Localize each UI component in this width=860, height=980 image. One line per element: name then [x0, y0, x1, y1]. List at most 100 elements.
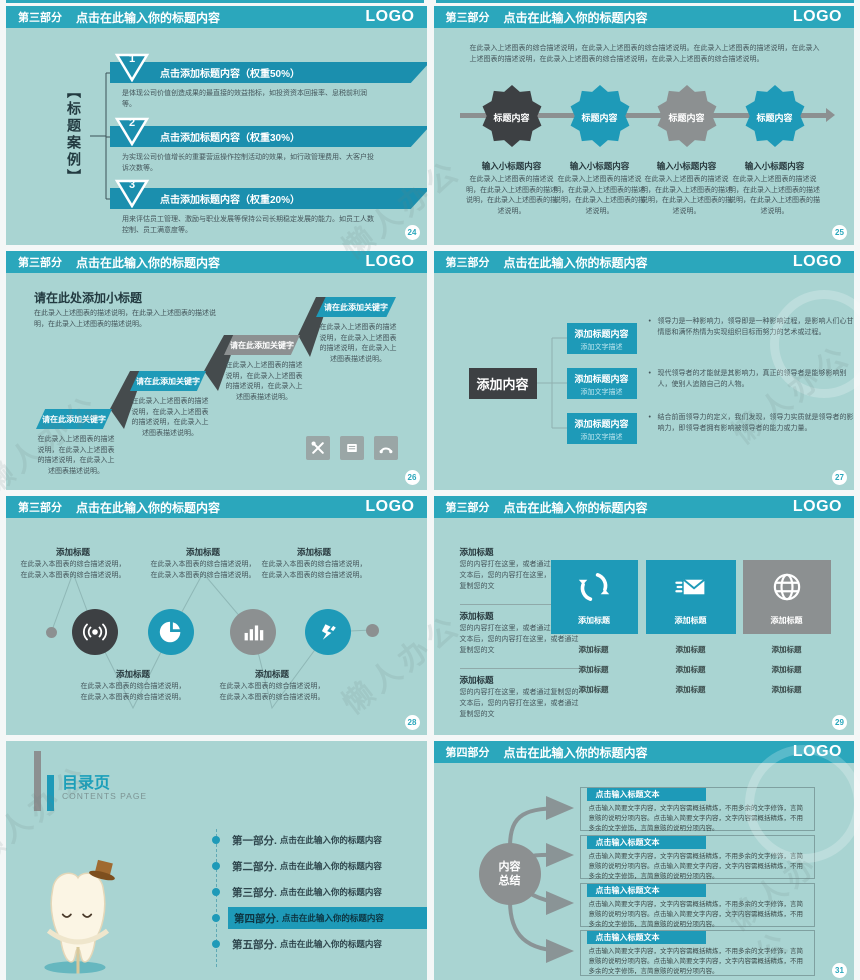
- banner-label: 点击添加标题内容（权重30%）: [160, 133, 301, 144]
- toc-item-4-active: 第四部分. 点击在此输入你的标题内容: [228, 907, 427, 929]
- banner-label: 点击添加标题内容（权重20%）: [160, 195, 301, 206]
- slide-grid: 第三部分 点击在此输入你的标题内容 LOGO 【标题案例】 1 点击添加标题内容…: [6, 6, 854, 980]
- branch-title: 添加标题内容: [574, 419, 629, 429]
- section-body: 您的内容打在这里，或者通过复制您的文本后，您的内容打在这里，或者通过复制您的文: [459, 689, 579, 718]
- item-description: 用来评估员工管理、激励与职业发展等保持公司长期稳定发展的能力。如员工人数控制、员…: [122, 216, 374, 234]
- section-body: 您的内容打在这里，或者通过复制您的文本后，您的内容打在这里，或者通过复制您的文: [459, 561, 579, 590]
- slide-thumbnail-27[interactable]: 第三部分 点击在此输入你的标题内容 LOGO 添加内容 添加标题内容 添加文字描…: [433, 251, 854, 490]
- branch-title: 添加标题内容: [574, 329, 629, 339]
- number-triangle: 1: [114, 52, 150, 83]
- node-body: 在此录入本图表的综合描述说明，在此录入本图表的综合描述说明。: [80, 683, 186, 701]
- left-text-section: 添加标题 您的内容打在这里，或者通过复制您的文本后，您的内容打在这里，或者通过复…: [460, 546, 582, 593]
- slide-thumbnail-25[interactable]: 第三部分 点击在此输入你的标题内容 LOGO 在此录入上述图表的综合描述说明，在…: [433, 6, 854, 245]
- branch-connector-lines: [536, 337, 567, 429]
- node-body: 在此录入本图表的综合描述说明，在此录入本图表的综合描述说明。: [20, 561, 126, 579]
- star-shape: [657, 85, 716, 147]
- box-title: 点击输入标题文本: [595, 790, 660, 799]
- root-label: 添加内容: [476, 377, 529, 392]
- slide-header: 第三部分 点击在此输入你的标题内容 LOGO: [6, 251, 427, 273]
- section-label: 第三部分: [445, 502, 490, 514]
- slide-thumbnail-28[interactable]: 第三部分 点击在此输入你的标题内容 LOGO 添加标题 在此录入本图表的综合描述…: [6, 496, 427, 735]
- summary-box: 点击输入标题文本 点击输入简要文字内容，文字内容需概括精炼，不用多余的文字修饰，…: [579, 787, 815, 832]
- badge-text-column: 输入小标题内容 在此录入上述图表的描述说明，在此录入上述图表的描述说明，在此录入…: [554, 160, 646, 217]
- globe-icon: [770, 570, 804, 609]
- section-label: 第三部分: [445, 12, 490, 24]
- slide-title: 点击在此输入你的标题内容: [503, 500, 648, 515]
- stair-step-label: 请在此添加关键字: [224, 335, 300, 355]
- node-title: 添加标题: [185, 547, 220, 557]
- badge-body: 在此录入上述图表的描述说明，在此录入上述图表的描述说明，在此录入上述图表的描述说…: [641, 176, 732, 215]
- slide-body: 添加标题 您的内容打在这里，或者通过复制您的文本后，您的内容打在这里，或者通过复…: [434, 518, 855, 735]
- slide-body: 添加标题 在此录入本图表的综合描述说明，在此录入本图表的综合描述说明。 添加标题…: [6, 518, 427, 735]
- star-shape: [745, 85, 804, 147]
- stair-step-label: 请在此添加关键字: [130, 371, 206, 391]
- badge-label: 标题内容: [493, 113, 530, 123]
- slide-title: 点击在此输入你的标题内容: [76, 255, 221, 270]
- step-keyword: 请在此添加关键字: [42, 414, 106, 424]
- toc-part-label: 第五部分.: [232, 938, 277, 951]
- item-number: 1: [128, 53, 136, 65]
- badge-label: 标题内容: [756, 113, 793, 123]
- box-body: 点击输入简要文字内容，文字内容需概括精炼，不用多余的文字修饰，言简意赅的说明分项…: [588, 901, 804, 929]
- star-shape: [570, 85, 629, 147]
- section-title: 添加标题: [459, 675, 494, 685]
- intro-paragraph: 在此录入上述图表的综合描述说明，在此录入上述图表的综合描述说明。在此录入上述图表…: [469, 45, 820, 63]
- badge-subtitle: 输入小标题内容: [569, 161, 630, 171]
- slide-title: 点击在此输入你的标题内容: [76, 10, 221, 25]
- star-badge: 标题内容: [569, 85, 631, 147]
- toc-item-1: 第一部分. 点击在此输入你的标题内容: [232, 829, 427, 851]
- slide-thumbnail-29[interactable]: 第三部分 点击在此输入你的标题内容 LOGO 添加标题 您的内容打在这里，或者通…: [433, 496, 855, 735]
- slide-header: 第三部分 点击在此输入你的标题内容 LOGO: [6, 6, 427, 28]
- box-title-tab: 点击输入标题文本: [586, 931, 706, 944]
- badge-subtitle: 输入小标题内容: [481, 161, 542, 171]
- timeline-node-text: 添加标题 在此录入本图表的综合描述说明，在此录入本图表的综合描述说明。: [78, 668, 188, 703]
- slide-thumbnail-26[interactable]: 第三部分 点击在此输入你的标题内容 LOGO 请在此处添加小标题 在此录入上述图…: [6, 251, 427, 490]
- branch-subtitle: 添加文字描述: [580, 344, 623, 351]
- triangle-shape: [114, 53, 150, 83]
- step-keyword: 请在此添加关键字: [324, 302, 388, 312]
- card-label: 添加标题: [578, 616, 610, 625]
- sub-heading-body: 在此录入上述图表的描述说明，在此录入上述图表的描述说明，在此录入上述图表的描述说…: [34, 310, 216, 328]
- timeline-bar: [459, 113, 826, 118]
- summary-box: 点击输入标题文本 点击输入简要文字内容，文字内容需概括精炼，不用多余的文字修饰，…: [579, 835, 815, 881]
- side-vertical-label: 【标题案例】: [66, 84, 82, 186]
- node-body: 在此录入本图表的综合描述说明，在此录入本图表的综合描述说明。: [219, 683, 325, 701]
- toc-part-label: 第二部分.: [232, 860, 277, 873]
- triangle-shape: [114, 179, 150, 209]
- slide-title: 点击在此输入你的标题内容: [76, 500, 221, 515]
- branch-subtitle: 添加文字描述: [580, 434, 623, 441]
- node-title: 添加标题: [115, 669, 150, 679]
- badge-subtitle: 输入小标题内容: [744, 161, 805, 171]
- title-banner: 点击添加标题内容（权重50%）: [110, 62, 427, 83]
- mail-icon: [674, 572, 708, 607]
- page-number-badge: 31: [832, 963, 847, 978]
- step-description: 在此录入上述图表的描述说明，在此录入上述图表的描述说明，在此录入上述图表描述说明…: [225, 362, 303, 401]
- node-title: 添加标题: [55, 547, 90, 557]
- box-body: 点击输入简要文字内容，文字内容需概括精炼，不用多余的文字修饰，言简意赅的说明分项…: [588, 853, 804, 881]
- toc-item-text: 点击在此输入你的标题内容: [279, 835, 382, 845]
- toc-part-label: 第四部分.: [234, 912, 279, 925]
- weight-item-row: 2 点击添加标题内容（权重30%） 为实现公司价值增长的重要营运操作控制活动的效…: [110, 117, 427, 175]
- timeline-end-dot: [366, 624, 379, 637]
- slide-header: 第三部分 点击在此输入你的标题内容 LOGO: [433, 251, 854, 273]
- slide-header: 第三部分 点击在此输入你的标题内容 LOGO: [433, 496, 854, 518]
- toc-item-text: 点击在此输入你的标题内容: [279, 887, 382, 897]
- stair-step-label: 请在此添加关键字: [36, 409, 112, 429]
- slide-thumbnail-24[interactable]: 第三部分 点击在此输入你的标题内容 LOGO 【标题案例】 1 点击添加标题内容…: [6, 6, 427, 245]
- card-list-item: 添加标题: [578, 685, 609, 694]
- node-title: 添加标题: [254, 669, 289, 679]
- step-description: 在此录入上述图表的描述说明，在此录入上述图表的描述说明，在此录入上述图表描述说明…: [131, 398, 209, 437]
- cropped-slide-sliver: [6, 0, 424, 3]
- badge-text-column: 输入小标题内容 在此录入上述图表的描述说明，在此录入上述图表的描述说明，在此录入…: [641, 160, 733, 217]
- logo-text: LOGO: [792, 498, 842, 515]
- slide-thumbnail-contents[interactable]: 目录页 CONTENTS PAGE 第一部分. 点击在此输入你的标题内容: [6, 741, 427, 980]
- logo-text: LOGO: [792, 743, 842, 760]
- slide-thumbnail-31[interactable]: 第四部分 点击在此输入你的标题内容 LOGO 内容总结 点击输入标题文本: [433, 741, 854, 980]
- decor-bar-teal: [47, 775, 54, 811]
- number-triangle: 3: [114, 178, 150, 209]
- badge-label: 标题内容: [668, 113, 705, 123]
- section-title: 添加标题: [459, 611, 494, 621]
- toc-item-5: 第五部分. 点击在此输入你的标题内容: [232, 933, 427, 955]
- page-number-badge: 28: [404, 715, 420, 730]
- section-label: 第三部分: [18, 502, 62, 514]
